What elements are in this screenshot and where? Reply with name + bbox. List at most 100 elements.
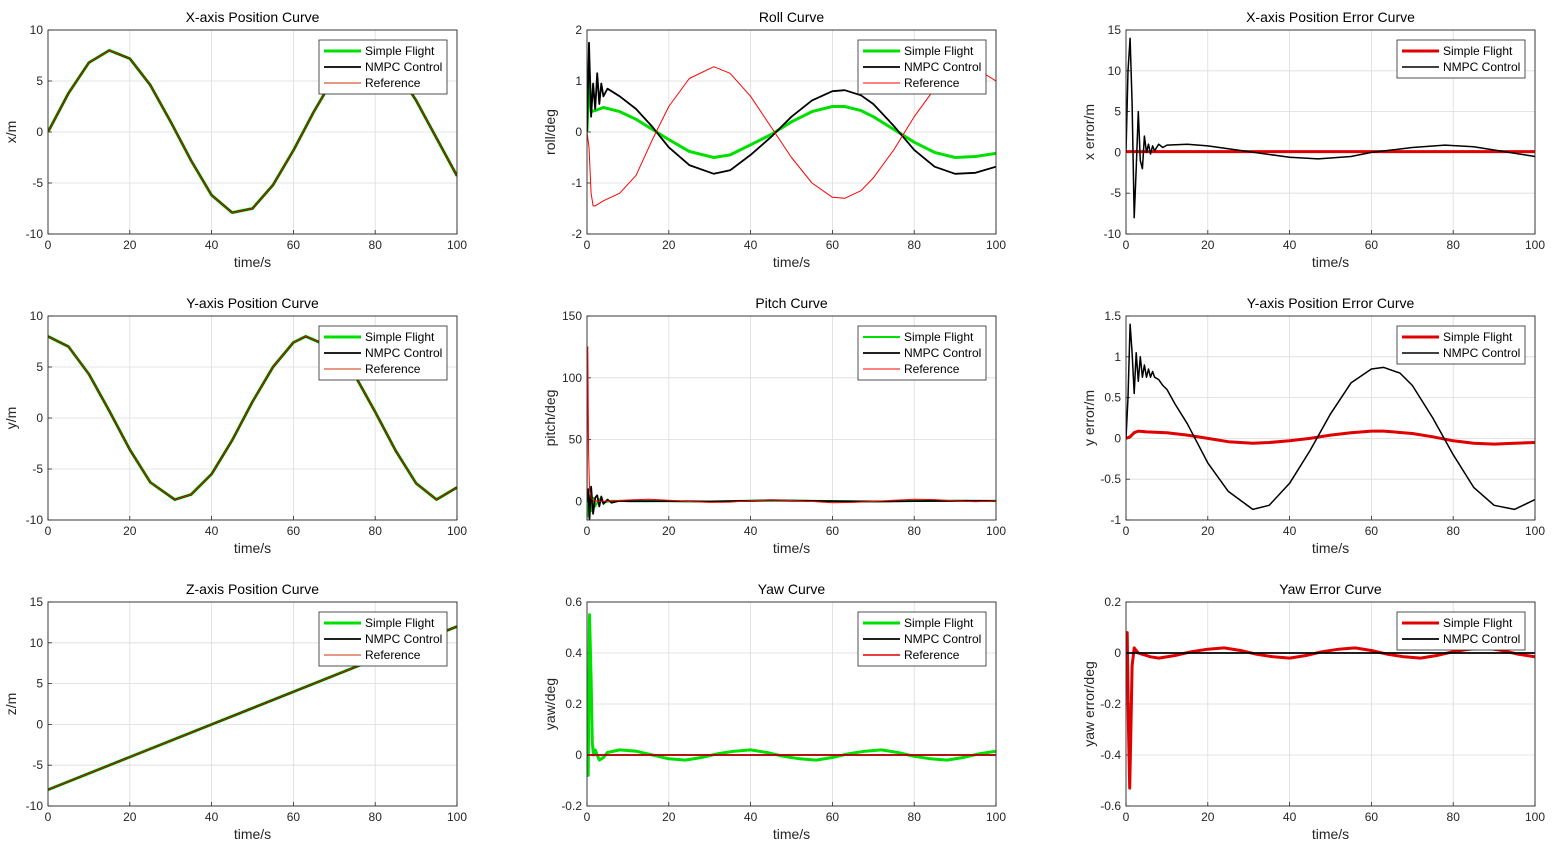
y-axis-label: pitch/deg <box>542 390 558 447</box>
axes-frame <box>1125 29 1536 235</box>
chart-title: X-axis Position Error Curve <box>1246 9 1415 25</box>
series-group <box>1126 37 1535 219</box>
chart-x_err: 0 20 40 60 80 100 -10 -5 0 5 10 15 X-axis Position E… <box>1081 9 1545 270</box>
legend-label: Simple Flight <box>904 44 974 58</box>
y-tick-label: 0 <box>36 411 43 425</box>
x-tick-label: 20 <box>1201 238 1215 252</box>
x-tick-label: 0 <box>1123 238 1130 252</box>
legend-label: NMPC Control <box>365 632 442 646</box>
series-line-nmpc-control <box>1126 323 1535 511</box>
x-axis-label: time/s <box>234 254 271 270</box>
legend-label: Simple Flight <box>365 330 435 344</box>
series-group <box>1126 631 1535 790</box>
y-tick-label: 0.4 <box>565 646 582 660</box>
x-tick-label: 40 <box>1283 238 1297 252</box>
x-axis-label: time/s <box>1312 254 1349 270</box>
y-axis-label: z/m <box>3 693 19 716</box>
series-group <box>587 613 996 777</box>
chart-title: Pitch Curve <box>755 295 828 311</box>
legend: Simple Flight NMPC Control Reference <box>857 611 987 667</box>
legend-label: NMPC Control <box>1443 346 1520 360</box>
legend-label: NMPC Control <box>904 60 981 74</box>
y-axis-label: roll/deg <box>542 109 558 155</box>
y-tick-label: -1 <box>1110 513 1121 527</box>
x-tick-label: 100 <box>447 810 467 824</box>
x-tick-label: 80 <box>1447 524 1461 538</box>
y-tick-label: -10 <box>26 799 44 813</box>
x-tick-label: 20 <box>1201 810 1215 824</box>
x-tick-label: 0 <box>45 238 52 252</box>
x-tick-label: 20 <box>123 810 137 824</box>
x-tick-label: 20 <box>123 238 137 252</box>
x-tick-label: 80 <box>908 238 922 252</box>
x-tick-label: 100 <box>447 238 467 252</box>
x-tick-label: 0 <box>584 238 591 252</box>
x-tick-label: 60 <box>1365 238 1379 252</box>
legend: Simple Flight NMPC Control Reference <box>318 325 448 381</box>
x-tick-label: 100 <box>986 524 1006 538</box>
legend-box <box>1396 39 1526 79</box>
x-tick-label: 60 <box>826 810 840 824</box>
y-tick-label: -0.5 <box>1100 472 1121 486</box>
y-tick-label: -2 <box>571 227 582 241</box>
y-axis-label: y error/m <box>1081 390 1097 446</box>
legend: Simple Flight NMPC Control Reference <box>857 325 987 381</box>
legend-label: Simple Flight <box>1443 616 1513 630</box>
x-tick-label: 60 <box>287 238 301 252</box>
x-tick-label: 80 <box>369 524 383 538</box>
y-tick-label: 0 <box>1114 646 1121 660</box>
legend-box <box>1396 611 1526 651</box>
chart-y_pos: 0 20 40 60 80 100 -10 -5 0 5 10 Y-axis Position Cur… <box>3 295 467 556</box>
legend-label: Reference <box>904 76 960 90</box>
chart-pitch: 0 20 40 60 80 100 0 50 100 150 Pitch Curve time/s pi… <box>542 295 1006 556</box>
x-tick-label: 80 <box>369 238 383 252</box>
x-tick-label: 0 <box>584 524 591 538</box>
series-group <box>48 334 457 502</box>
y-tick-label: 2 <box>575 23 582 37</box>
y-tick-label: 0.5 <box>1104 391 1121 405</box>
x-tick-label: 80 <box>908 810 922 824</box>
legend: Simple Flight NMPC Control Reference <box>318 611 448 667</box>
x-tick-label: 60 <box>1365 810 1379 824</box>
x-tick-label: 40 <box>1283 810 1297 824</box>
y-tick-label: 5 <box>1114 105 1121 119</box>
y-tick-label: 0 <box>1114 431 1121 445</box>
y-tick-label: -0.2 <box>561 799 582 813</box>
y-tick-label: -10 <box>26 513 44 527</box>
legend-label: NMPC Control <box>1443 60 1520 74</box>
legend-label: Simple Flight <box>1443 44 1513 58</box>
x-tick-label: 40 <box>744 810 758 824</box>
legend: Simple Flight NMPC Control Reference <box>857 39 987 95</box>
x-tick-label: 0 <box>45 524 52 538</box>
legend-label: NMPC Control <box>904 632 981 646</box>
y-tick-label: 1.5 <box>1104 309 1121 323</box>
x-axis-label: time/s <box>773 540 810 556</box>
x-tick-label: 40 <box>205 810 219 824</box>
axes-frame <box>586 315 997 521</box>
legend-label: Reference <box>904 648 960 662</box>
y-tick-label: 0.6 <box>565 595 582 609</box>
chart-title: Roll Curve <box>759 9 825 25</box>
y-tick-label: 100 <box>562 371 582 385</box>
series-line-nmpc-control <box>1126 37 1535 219</box>
y-tick-label: -5 <box>32 758 43 772</box>
x-tick-label: 80 <box>1447 810 1461 824</box>
y-axis-label: y/m <box>3 407 19 430</box>
y-tick-label: 5 <box>36 677 43 691</box>
y-tick-label: 10 <box>30 636 44 650</box>
x-tick-label: 40 <box>1283 524 1297 538</box>
y-tick-label: 50 <box>569 433 583 447</box>
chart-title: Y-axis Position Curve <box>186 295 319 311</box>
y-tick-label: 10 <box>30 309 44 323</box>
legend-label: Simple Flight <box>904 616 974 630</box>
x-tick-label: 100 <box>1525 810 1545 824</box>
legend: Simple Flight NMPC Control <box>1396 325 1526 365</box>
legend: Simple Flight NMPC Control <box>1396 611 1526 651</box>
x-tick-label: 40 <box>744 524 758 538</box>
x-tick-label: 60 <box>1365 524 1379 538</box>
y-tick-label: 1 <box>1114 350 1121 364</box>
y-axis-label: yaw error/deg <box>1081 661 1097 747</box>
x-tick-label: 60 <box>826 238 840 252</box>
